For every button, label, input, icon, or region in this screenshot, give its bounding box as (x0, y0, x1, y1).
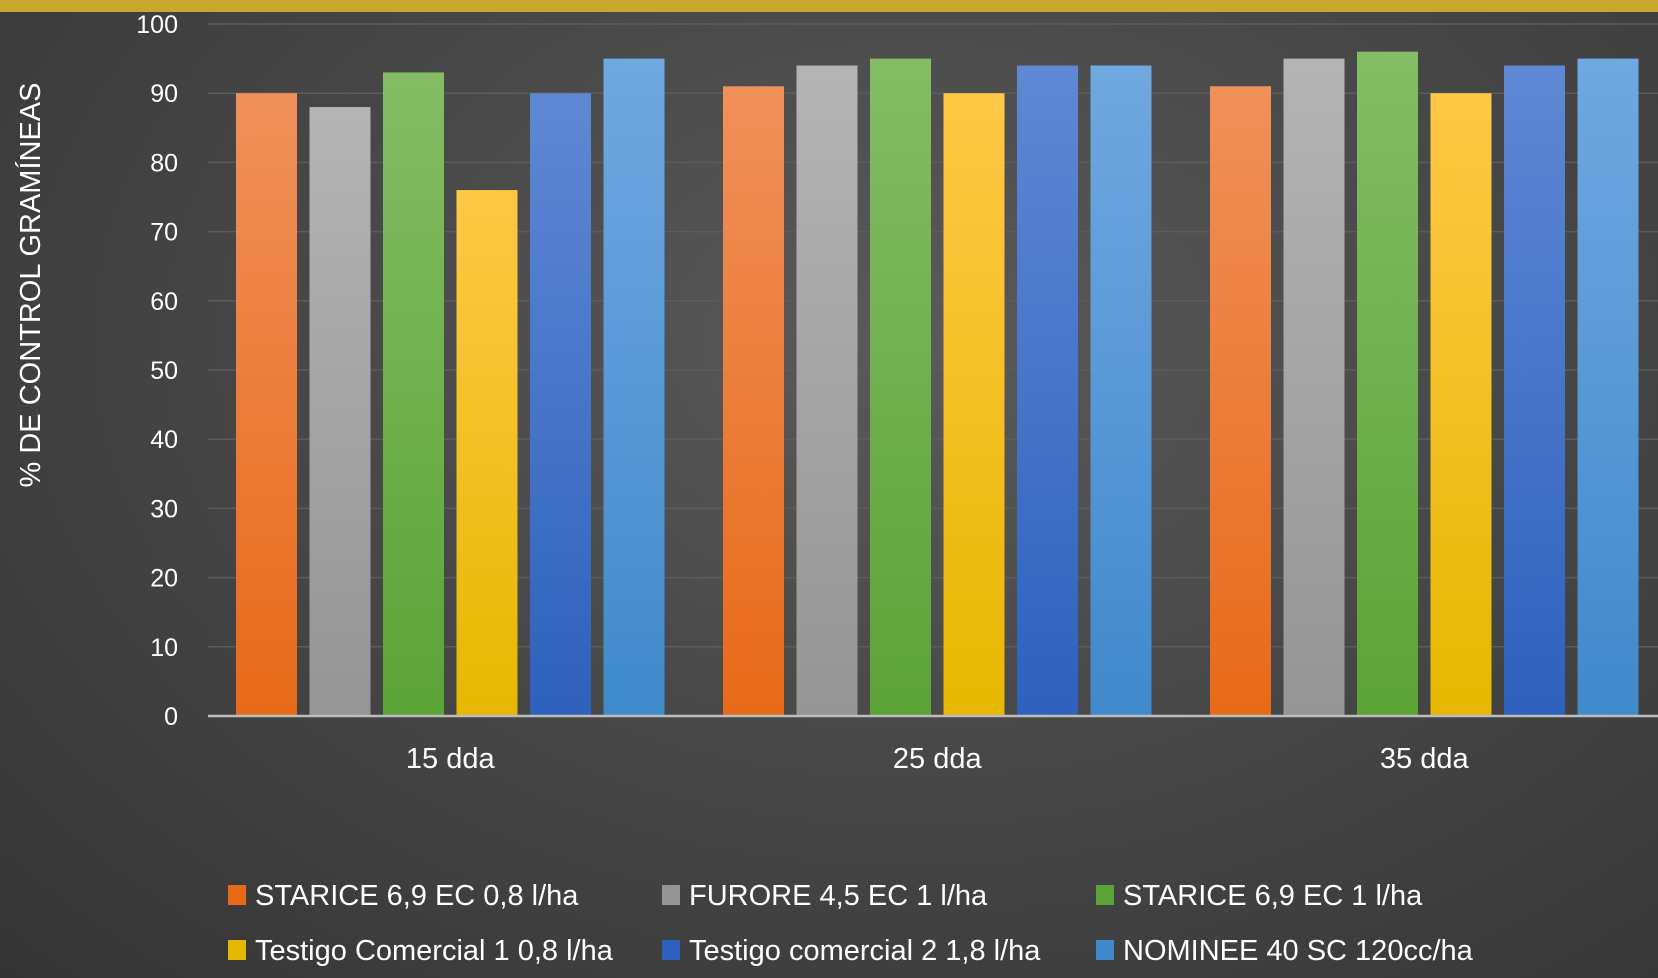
legend-label: Testigo comercial 2 1,8 l/ha (689, 935, 1041, 967)
bar (456, 190, 518, 716)
legend-item: Testigo Comercial 1 0,8 l/ha (228, 935, 614, 967)
bar (1357, 51, 1418, 717)
legend-label: STARICE 6,9 EC 0,8 l/ha (255, 880, 579, 912)
legend-swatch (1096, 885, 1114, 905)
y-tick-label: 40 (150, 426, 178, 454)
x-axis-ticks: 15 dda 25 dda 35 dda (406, 743, 1470, 775)
legend-swatch (662, 885, 680, 905)
bar (870, 58, 931, 717)
y-tick-label: 50 (150, 357, 178, 385)
bar (1504, 65, 1565, 716)
y-tick-label: 90 (150, 80, 178, 108)
legend-item: FURORE 4,5 EC 1 l/ha (662, 880, 988, 912)
y-tick-label: 20 (150, 565, 178, 593)
legend-label: NOMINEE 40 SC 120cc/ha (1123, 935, 1474, 967)
y-tick-label: 30 (150, 495, 178, 523)
bar (1283, 58, 1345, 717)
y-tick-label: 0 (164, 703, 178, 731)
x-tick-label: 15 dda (406, 743, 496, 775)
bar (1430, 93, 1492, 716)
legend-label: FURORE 4,5 EC 1 l/ha (689, 880, 988, 912)
legend-item: NOMINEE 40 SC 120cc/ha (1096, 935, 1474, 967)
x-tick-label: 35 dda (1380, 743, 1470, 775)
y-tick-label: 10 (150, 634, 178, 662)
bar (236, 93, 297, 716)
y-tick-label: 60 (150, 288, 178, 316)
legend-label: Testigo Comercial 1 0,8 l/ha (255, 935, 614, 967)
legend-label: STARICE 6,9 EC 1 l/ha (1123, 880, 1423, 912)
bar (943, 93, 1005, 716)
legend-item: STARICE 6,9 EC 1 l/ha (1096, 880, 1423, 912)
top-accent-bar (0, 0, 1658, 12)
legend-swatch (662, 940, 680, 960)
bar (309, 107, 371, 717)
bar (603, 58, 665, 717)
bar (530, 93, 591, 716)
y-axis-ticks: 0 10 20 30 40 50 60 70 80 90 100 (136, 11, 178, 731)
bar (383, 72, 444, 716)
bar (796, 65, 858, 716)
bar (1210, 86, 1271, 716)
bar (1090, 65, 1152, 716)
bar (1577, 58, 1639, 717)
y-tick-label: 80 (150, 149, 178, 177)
legend-item: Testigo comercial 2 1,8 l/ha (662, 935, 1041, 967)
bars (236, 51, 1639, 717)
y-axis-label: % DE CONTROL GRAMÍNEAS (14, 83, 47, 488)
legend-swatch (1096, 940, 1114, 960)
legend-swatch (228, 940, 246, 960)
legend-swatch (228, 885, 246, 905)
x-tick-label: 25 dda (893, 743, 983, 775)
legend: STARICE 6,9 EC 0,8 l/ha FURORE 4,5 EC 1 l… (228, 880, 1474, 967)
legend-item: STARICE 6,9 EC 0,8 l/ha (228, 880, 579, 912)
bar (723, 86, 784, 716)
bar (1017, 65, 1078, 716)
y-tick-label: 100 (136, 11, 178, 39)
y-tick-label: 70 (150, 219, 178, 247)
